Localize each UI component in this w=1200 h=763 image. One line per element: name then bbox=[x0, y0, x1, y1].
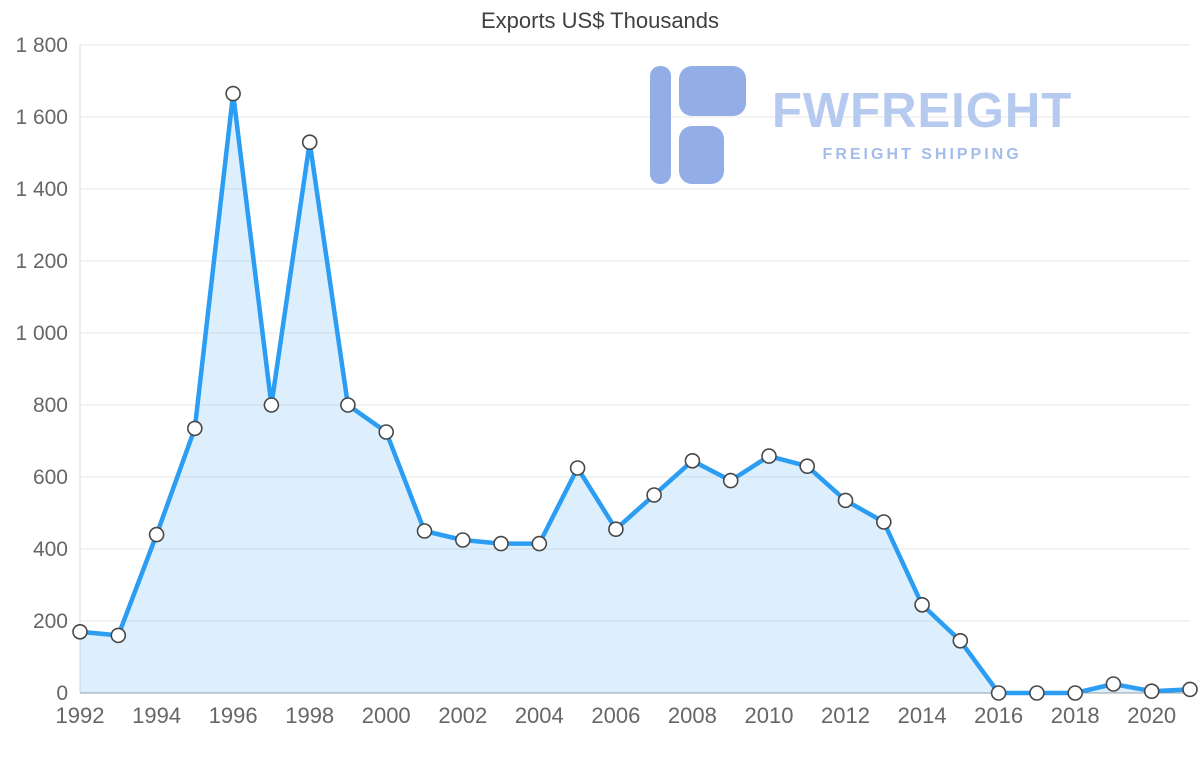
series-area-fill bbox=[80, 93, 1190, 694]
y-axis-tick-label: 400 bbox=[33, 538, 68, 561]
x-axis-tick-label: 2004 bbox=[515, 703, 564, 728]
data-point-marker bbox=[761, 448, 777, 464]
data-point-marker bbox=[990, 685, 1007, 701]
data-point-marker bbox=[225, 85, 241, 102]
data-point-marker bbox=[952, 632, 969, 649]
y-axis-tick-label: 600 bbox=[33, 466, 68, 489]
y-axis-tick-label: 1 000 bbox=[15, 322, 68, 345]
x-axis-tick-label: 2000 bbox=[362, 703, 411, 728]
x-axis-tick-label: 2020 bbox=[1127, 703, 1176, 728]
x-axis-tick-label: 2014 bbox=[898, 703, 947, 728]
y-axis-tick-label: 1 800 bbox=[15, 34, 68, 57]
x-axis-tick-label: 1992 bbox=[56, 703, 105, 728]
x-axis-tick-label: 1996 bbox=[209, 703, 258, 728]
data-point-marker bbox=[187, 420, 203, 437]
data-point-marker bbox=[301, 134, 318, 150]
data-point-marker bbox=[646, 487, 662, 503]
x-axis-tick-label: 1994 bbox=[132, 703, 181, 728]
data-point-marker bbox=[914, 596, 930, 613]
x-axis-tick-label: 2012 bbox=[821, 703, 870, 728]
data-point-marker bbox=[378, 424, 395, 440]
x-axis-tick-label: 2002 bbox=[438, 703, 487, 728]
data-point-marker bbox=[454, 532, 471, 548]
x-axis-tick-label: 1998 bbox=[285, 703, 334, 728]
data-point-marker bbox=[799, 458, 816, 475]
data-point-marker bbox=[1029, 685, 1045, 701]
y-axis-tick-label: 1 400 bbox=[15, 178, 68, 201]
data-point-marker bbox=[684, 452, 701, 469]
data-point-marker bbox=[148, 526, 165, 543]
data-point-marker bbox=[1067, 685, 1083, 701]
data-point-marker bbox=[722, 472, 739, 489]
data-point-marker bbox=[531, 535, 548, 552]
data-point-marker bbox=[263, 397, 280, 413]
data-point-marker bbox=[340, 397, 356, 413]
data-point-marker bbox=[1182, 681, 1198, 698]
x-axis-tick-label: 2018 bbox=[1051, 703, 1100, 728]
data-point-marker bbox=[608, 521, 624, 538]
x-axis-tick-label: 2010 bbox=[745, 703, 794, 728]
data-point-marker bbox=[875, 514, 892, 530]
data-point-marker bbox=[837, 492, 854, 509]
y-axis-tick-label: 0 bbox=[56, 682, 68, 705]
y-axis-tick-label: 1 600 bbox=[15, 106, 68, 129]
y-axis-tick-label: 800 bbox=[33, 394, 68, 417]
data-point-marker bbox=[110, 627, 127, 644]
data-point-marker bbox=[1143, 683, 1160, 700]
data-point-marker bbox=[416, 523, 433, 539]
data-point-marker bbox=[72, 623, 88, 640]
y-axis-tick-label: 200 bbox=[33, 610, 68, 633]
data-point-marker bbox=[493, 535, 509, 552]
x-axis-tick-label: 2006 bbox=[591, 703, 640, 728]
y-axis-tick-label: 1 200 bbox=[15, 250, 68, 273]
chart-title: Exports US$ Thousands bbox=[480, 8, 720, 33]
x-axis-tick-label: 2016 bbox=[974, 703, 1023, 728]
data-point-marker bbox=[569, 460, 586, 476]
data-point-marker bbox=[1105, 676, 1122, 692]
x-axis-tick-label: 2008 bbox=[668, 703, 717, 728]
